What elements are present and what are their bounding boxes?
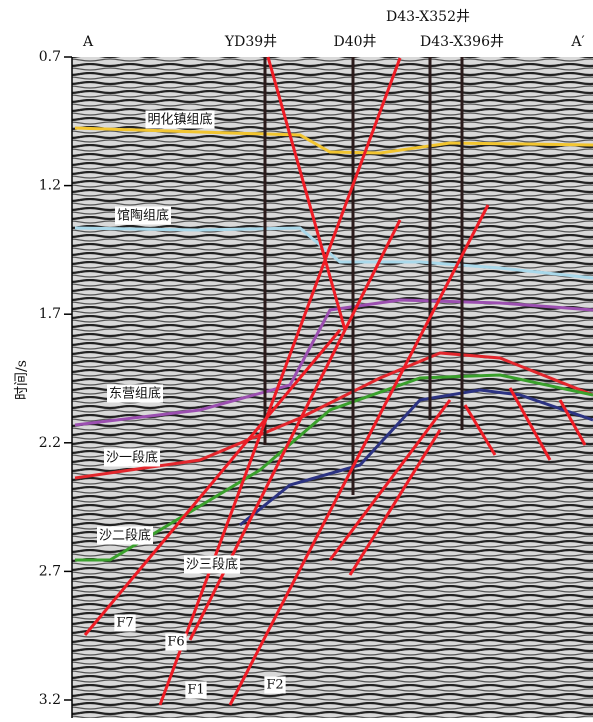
well-label: YD39井 bbox=[224, 34, 277, 50]
horizon-label: 沙二段底 bbox=[99, 528, 151, 544]
section-end: A′ bbox=[570, 34, 584, 50]
y-tick-label: 1.2 bbox=[39, 178, 61, 194]
y-tick-label: 1.7 bbox=[39, 306, 61, 322]
y-tick-label: 2.2 bbox=[39, 435, 61, 451]
fault-label: F1 bbox=[187, 683, 204, 698]
y-tick-label: 0.7 bbox=[39, 49, 61, 65]
y-axis-label: 时间/s bbox=[14, 360, 30, 400]
fault-label: F7 bbox=[116, 616, 133, 631]
well-label: D43-X352井 bbox=[386, 9, 470, 25]
horizon-label: 明化镇组底 bbox=[147, 112, 212, 128]
horizon-label: 馆陶组底 bbox=[117, 208, 169, 224]
well-label: D43-X396井 bbox=[420, 34, 504, 50]
horizon-label: 沙一段底 bbox=[106, 450, 158, 466]
fault-label: F2 bbox=[266, 678, 283, 693]
page: {"axis": {"label": "时间/s", "ylim": [0.7,… bbox=[0, 0, 593, 718]
horizon-label: 沙三段底 bbox=[186, 557, 238, 573]
section-end: A bbox=[82, 34, 94, 50]
figure: 时间/s A A′ 0.7 1.2 1.7 2.2 2.7 3.2 YD39井 D40井 D43… bbox=[0, 0, 593, 718]
horizon-label: 东营组底 bbox=[109, 386, 161, 402]
well-label: D40井 bbox=[333, 34, 376, 50]
fault-label: F6 bbox=[167, 635, 184, 650]
y-tick-label: 3.2 bbox=[39, 692, 61, 708]
y-tick-label: 2.7 bbox=[39, 563, 61, 579]
